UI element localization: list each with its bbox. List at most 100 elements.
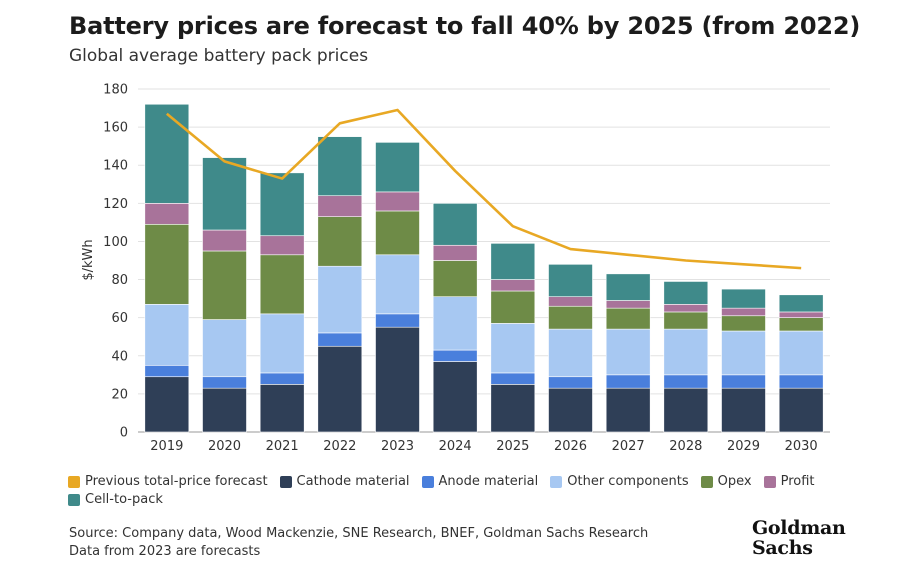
y-tick-label: 160: [103, 121, 128, 136]
legend-swatch: [550, 475, 563, 488]
legend-swatch: [700, 475, 713, 488]
source-note: Source: Company data, Wood Mackenzie, SN…: [69, 525, 648, 561]
bar-segment-opex-2022: [317, 216, 363, 267]
bar-segment-anode-material-2019: [144, 365, 190, 378]
bar-segment-cell-to-pack-2027: [605, 273, 651, 301]
bar-segment-cell-to-pack-2023: [375, 142, 420, 193]
x-tick-label: 2028: [669, 439, 702, 454]
bar-segment-other-components-2029: [721, 330, 766, 376]
y-axis-ticks: 0 20 40 60 80 100 120 140 160 180: [103, 83, 128, 441]
bar-segment-opex-2024: [432, 260, 478, 298]
y-tick-label: 100: [103, 235, 128, 250]
chart-title: Battery prices are forecast to fall 40% …: [69, 12, 861, 40]
bar-segment-opex-2019: [144, 223, 190, 305]
bar-segment-profit-2026: [548, 296, 593, 307]
legend-item: Previous total-price forecast: [68, 474, 268, 489]
bar-segment-cathode-material-2027: [605, 387, 651, 433]
bars: [144, 103, 824, 433]
y-tick-label: 20: [111, 387, 128, 402]
bar-segment-cathode-material-2030: [778, 387, 824, 433]
bar-segment-other-components-2021: [259, 313, 305, 374]
legend-label: Previous total-price forecast: [85, 474, 268, 489]
legend-label: Opex: [717, 474, 752, 489]
bar-segment-profit-2022: [317, 195, 363, 217]
bar-segment-opex-2026: [548, 305, 593, 330]
bar-segment-profit-2027: [605, 300, 651, 309]
bar-segment-cell-to-pack-2028: [663, 281, 709, 305]
x-tick-label: 2023: [381, 439, 414, 454]
bar-segment-cell-to-pack-2025: [490, 243, 536, 280]
x-tick-label: 2029: [727, 439, 760, 454]
bar-segment-profit-2019: [144, 203, 190, 225]
bar-segment-anode-material-2024: [432, 349, 478, 362]
legend-item: Cell-to-pack: [68, 492, 163, 507]
bar-segment-cathode-material-2022: [317, 345, 363, 433]
y-tick-label: 60: [111, 311, 128, 326]
legend-label: Profit: [780, 474, 815, 489]
legend-item: Profit: [763, 474, 815, 489]
logo-line-2: Sachs: [752, 537, 813, 559]
bar-segment-opex-2028: [663, 311, 709, 330]
bar-segment-profit-2028: [663, 304, 709, 313]
bar-segment-profit-2025: [490, 279, 536, 292]
x-axis-ticks: 2019 2020 2021 2022 2023 2024 2025 2026 2027 2028…: [150, 439, 817, 454]
legend: Previous total-price forecast Cathode mat…: [68, 474, 848, 510]
x-tick-label: 2030: [785, 439, 818, 454]
y-tick-label: 120: [103, 197, 128, 212]
bar-segment-cell-to-pack-2021: [259, 172, 305, 237]
bar-segment-other-components-2023: [375, 254, 420, 315]
bar-segment-other-components-2028: [663, 328, 709, 376]
y-tick-label: 0: [120, 426, 128, 441]
bar-segment-other-components-2025: [490, 323, 536, 374]
bar-segment-anode-material-2027: [605, 374, 651, 389]
bar-segment-anode-material-2028: [663, 374, 709, 389]
legend-label: Cell-to-pack: [85, 492, 163, 507]
legend-label: Cathode material: [296, 474, 410, 489]
bar-segment-cathode-material-2026: [548, 387, 593, 433]
bar-segment-cell-to-pack-2022: [317, 136, 363, 197]
bar-segment-anode-material-2030: [778, 374, 824, 389]
x-tick-label: 2021: [266, 439, 299, 454]
bar-segment-profit-2021: [259, 235, 305, 256]
legend-swatch: [421, 475, 434, 488]
bar-segment-other-components-2030: [778, 330, 824, 376]
legend-item: Cathode material: [279, 474, 410, 489]
bar-segment-anode-material-2022: [317, 332, 363, 347]
x-tick-label: 2025: [496, 439, 529, 454]
bar-segment-cell-to-pack-2029: [721, 288, 766, 309]
forecast-note: Data from 2023 are forecasts: [69, 544, 261, 559]
bar-segment-profit-2024: [432, 244, 478, 261]
bar-segment-cathode-material-2025: [490, 384, 536, 433]
bar-segment-cathode-material-2028: [663, 387, 709, 433]
legend-swatch: [763, 475, 776, 488]
bar-segment-other-components-2026: [548, 328, 593, 378]
bar-segment-anode-material-2020: [202, 376, 247, 389]
logo-line-1: Goldman: [752, 517, 846, 539]
bar-segment-cathode-material-2020: [202, 387, 247, 433]
legend-swatch: [68, 493, 80, 506]
bar-segment-opex-2023: [375, 210, 420, 256]
bar-segment-anode-material-2026: [548, 376, 593, 389]
bar-segment-anode-material-2023: [375, 313, 420, 328]
x-tick-label: 2022: [323, 439, 356, 454]
grid-lines: [138, 88, 830, 433]
bar-segment-cell-to-pack-2020: [202, 157, 247, 231]
y-tick-label: 40: [111, 349, 128, 364]
bar-segment-other-components-2020: [202, 319, 247, 378]
bar-segment-other-components-2027: [605, 328, 651, 376]
bar-segment-profit-2023: [375, 191, 420, 212]
previous-forecast-line: [166, 108, 802, 270]
bar-segment-opex-2027: [605, 307, 651, 330]
bar-segment-anode-material-2029: [721, 374, 766, 389]
legend-item: Opex: [700, 474, 752, 489]
bar-segment-cathode-material-2021: [259, 384, 305, 433]
x-tick-label: 2020: [208, 439, 241, 454]
y-tick-label: 80: [111, 273, 128, 288]
bar-segment-profit-2020: [202, 229, 247, 252]
bar-segment-cathode-material-2029: [721, 387, 766, 433]
goldman-sachs-logo: Goldman Sachs: [752, 518, 846, 558]
bar-segment-cathode-material-2024: [432, 361, 478, 433]
chart-subtitle: Global average battery pack prices: [69, 46, 369, 66]
y-tick-label: 180: [103, 83, 128, 98]
